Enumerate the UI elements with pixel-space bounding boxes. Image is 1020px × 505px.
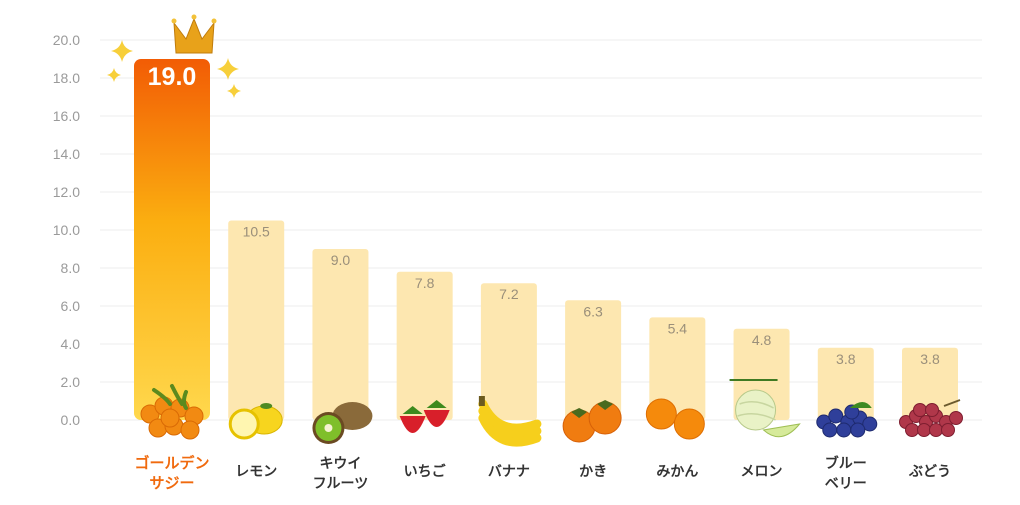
x-tick-label: みかん <box>656 464 698 480</box>
kiwi-icon <box>312 402 373 444</box>
persimmon-icon <box>562 400 622 443</box>
data-label: 6.3 <box>583 303 603 319</box>
x-tick-label: ぶどう <box>908 464 951 480</box>
x-tick-label: キウイ <box>319 456 361 472</box>
data-label: 7.2 <box>499 286 519 302</box>
blueberry-icon <box>816 402 878 438</box>
sea-buckthorn-icon <box>140 384 204 440</box>
x-tick-label: いちご <box>404 463 447 480</box>
grape-icon <box>899 399 963 437</box>
mandarin-icon <box>645 398 705 440</box>
bar-highlight <box>134 59 210 420</box>
x-tick-label: バナナ <box>488 464 530 480</box>
strawberry-icon <box>399 400 450 433</box>
data-label: 5.4 <box>668 320 688 336</box>
x-tick-label: サジー <box>149 474 194 492</box>
x-tick-label: ゴールデン <box>134 454 209 472</box>
data-label: 7.8 <box>415 275 435 291</box>
data-label: 10.5 <box>243 224 270 240</box>
bar <box>565 300 622 420</box>
crown-icon <box>171 14 217 54</box>
data-label: 3.8 <box>836 351 856 367</box>
x-tick-label: メロン <box>741 464 783 480</box>
x-tick-label: ベリー <box>825 476 867 492</box>
sparkle-icon <box>107 68 121 82</box>
y-tick-label: 14.0 <box>53 146 80 162</box>
bar <box>228 220 285 420</box>
lemon-icon <box>228 403 283 440</box>
data-label: 3.8 <box>920 351 940 367</box>
x-tick-label: ブルー <box>825 455 867 472</box>
data-label: 9.0 <box>331 252 351 268</box>
y-tick-label: 16.0 <box>53 108 80 124</box>
bar <box>902 347 958 420</box>
bar <box>480 283 537 420</box>
y-tick-label: 2.0 <box>61 374 81 390</box>
melon-icon <box>729 379 801 438</box>
bar <box>312 249 369 420</box>
x-tick-label: かき <box>579 464 607 480</box>
y-tick-label: 4.0 <box>61 336 81 352</box>
x-tick-label: レモン <box>235 464 277 480</box>
data-label: 4.8 <box>752 332 772 348</box>
y-tick-label: 20.0 <box>53 32 80 48</box>
x-tick-label: フルーツ <box>313 476 369 492</box>
y-tick-label: 10.0 <box>53 222 80 238</box>
y-tick-label: 18.0 <box>53 70 80 86</box>
bar <box>649 317 706 420</box>
bar <box>396 271 453 420</box>
y-tick-label: 12.0 <box>53 184 80 200</box>
data-label: 19.0 <box>148 63 197 91</box>
sparkle-icon <box>227 84 241 98</box>
sparkle-icon <box>217 58 239 80</box>
banana-icon <box>478 396 542 447</box>
y-tick-label: 0.0 <box>61 412 81 428</box>
y-tick-label: 6.0 <box>61 298 81 314</box>
y-tick-label: 8.0 <box>61 260 81 276</box>
bar <box>817 347 874 420</box>
sparkle-icon <box>111 40 133 62</box>
